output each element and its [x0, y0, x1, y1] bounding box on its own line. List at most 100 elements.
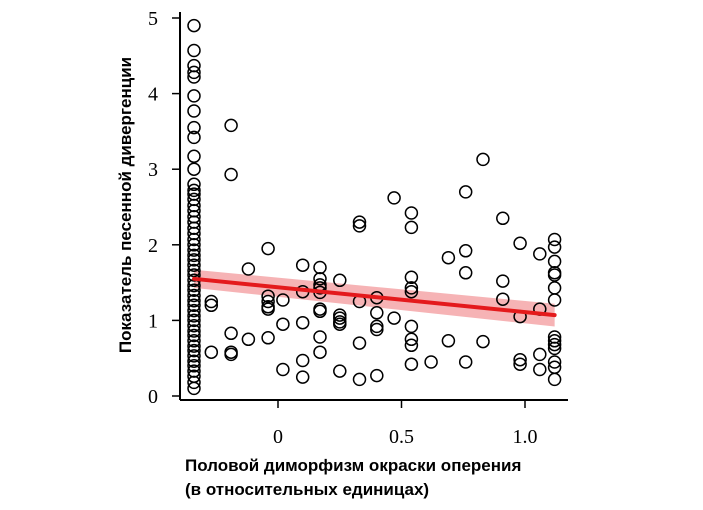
- data-point: [187, 381, 201, 396]
- data-point: [187, 248, 201, 263]
- data-point: [187, 339, 201, 353]
- data-point: [476, 334, 490, 349]
- data-point: [547, 293, 562, 307]
- data-point: [387, 311, 401, 325]
- y-tick-label: 4: [148, 84, 158, 106]
- data-point: [187, 130, 201, 145]
- data-point: [513, 357, 527, 371]
- data-point: [547, 355, 562, 369]
- data-point: [441, 250, 456, 265]
- data-point: [187, 177, 201, 192]
- data-point: [261, 294, 275, 309]
- data-point: [370, 368, 384, 383]
- data-point: [187, 354, 201, 368]
- data-point: [513, 352, 527, 367]
- data-point: [547, 268, 562, 282]
- data-point: [352, 336, 367, 350]
- data-point: [547, 334, 562, 348]
- data-point: [187, 313, 201, 328]
- data-point: [533, 247, 547, 261]
- data-point: [187, 324, 201, 338]
- data-point: [333, 364, 347, 378]
- data-point: [187, 18, 201, 33]
- data-point: [204, 345, 219, 359]
- data-point: [404, 357, 419, 371]
- data-point: [187, 238, 201, 252]
- data-point: [387, 191, 401, 205]
- data-point: [261, 302, 275, 316]
- data-point: [533, 362, 547, 377]
- data-point: [187, 65, 201, 80]
- data-point: [187, 298, 201, 313]
- data-point: [352, 219, 367, 233]
- data-point: [547, 240, 562, 254]
- data-point: [295, 315, 310, 330]
- data-point: [458, 244, 473, 258]
- data-point: [261, 241, 275, 256]
- trend-line-layer: [192, 276, 557, 318]
- data-point: [187, 243, 201, 257]
- data-point: [458, 185, 473, 199]
- data-point: [352, 372, 367, 387]
- y-axis-title: Показатель песенной дивергенции: [116, 57, 135, 353]
- data-point: [295, 370, 310, 384]
- data-point: [313, 272, 327, 286]
- data-point: [513, 236, 527, 251]
- data-point: [547, 341, 562, 356]
- data-point: [187, 149, 201, 164]
- data-point: [404, 270, 419, 285]
- data-point: [547, 254, 562, 269]
- y-tick-label: 0: [148, 386, 158, 408]
- data-point: [370, 319, 384, 334]
- data-point: [241, 332, 256, 347]
- data-point: [533, 347, 547, 362]
- axes-layer: 0 1 2 3 4 5 0 0.5 1.0: [148, 8, 568, 448]
- x-tick-label: 0: [273, 426, 283, 448]
- data-point: [313, 330, 327, 344]
- data-point: [313, 260, 327, 275]
- data-point: [547, 281, 562, 295]
- data-point: [224, 118, 238, 133]
- data-point: [187, 318, 201, 333]
- data-point: [187, 258, 201, 272]
- x-tick-label: 1.0: [513, 426, 538, 448]
- data-point: [276, 362, 290, 377]
- data-point: [187, 375, 201, 390]
- data-point: [187, 268, 201, 282]
- data-point: [313, 281, 327, 295]
- data-point: [496, 292, 510, 306]
- data-point: [295, 353, 310, 368]
- data-point: [241, 262, 256, 276]
- data-point: [276, 317, 290, 331]
- data-point: [441, 334, 456, 348]
- data-point: [404, 220, 419, 235]
- y-tick-label: 2: [148, 235, 158, 257]
- data-point: [187, 183, 201, 198]
- data-point: [404, 206, 419, 220]
- data-point: [224, 167, 238, 182]
- data-point: [333, 311, 347, 325]
- data-point: [261, 289, 275, 303]
- data-point: [187, 263, 201, 278]
- data-point: [333, 317, 347, 331]
- data-point: [261, 331, 275, 345]
- data-point: [276, 293, 290, 307]
- data-point: [458, 266, 473, 280]
- data-point: [187, 253, 201, 267]
- data-point: [187, 104, 201, 118]
- data-point: [547, 372, 562, 387]
- data-point: [187, 293, 201, 308]
- data-point: [187, 70, 201, 84]
- data-point: [187, 334, 201, 348]
- data-point: [476, 152, 490, 167]
- x-axis-title-line-2: (в относительных единицах): [185, 480, 429, 499]
- data-point: [313, 345, 327, 359]
- data-point: [204, 294, 219, 309]
- data-point: [547, 337, 562, 352]
- data-point: [187, 43, 201, 58]
- data-point: [224, 347, 238, 362]
- data-point: [404, 281, 419, 295]
- data-point: [404, 319, 419, 334]
- data-point: [496, 274, 510, 288]
- y-tick-label: 1: [148, 310, 158, 332]
